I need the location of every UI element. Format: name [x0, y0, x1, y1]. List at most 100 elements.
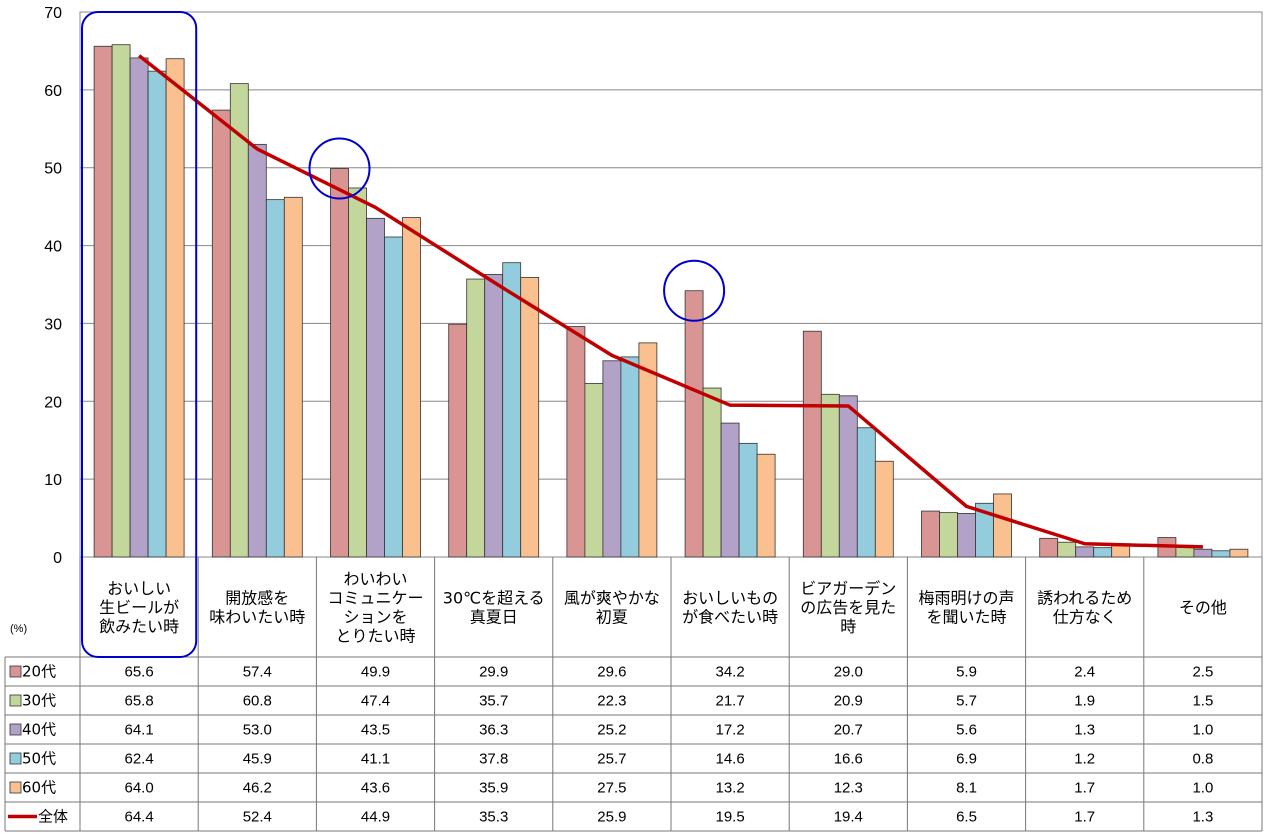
bar-20代 [566, 326, 586, 558]
data-label: 37.8 [479, 751, 508, 768]
category-label: 誘われるため [1037, 589, 1132, 608]
bar-40代 [1193, 548, 1213, 558]
highlight-circle [663, 259, 726, 322]
bar-60代 [874, 460, 894, 558]
data-label: 20.9 [834, 693, 863, 710]
bar-20代 [211, 109, 231, 558]
bar-60代 [993, 493, 1012, 558]
data-label: 25.9 [597, 809, 626, 826]
y-tick-label: 70 [44, 5, 62, 22]
data-label: 8.1 [956, 780, 977, 797]
bar-60代 [756, 453, 776, 558]
data-label: 6.5 [956, 809, 977, 826]
legend-swatch-20代 [9, 665, 22, 678]
data-label: 45.9 [243, 751, 272, 768]
legend-label: 60代 [22, 779, 56, 797]
data-label: 27.5 [597, 780, 626, 797]
bar-60代 [283, 196, 303, 558]
bar-40代 [247, 143, 267, 558]
y-tick-label: 50 [44, 161, 62, 178]
bar-60代 [402, 217, 421, 558]
bar-60代 [638, 342, 658, 558]
data-label: 0.8 [1192, 751, 1213, 768]
bar-40代 [366, 217, 385, 558]
bar-40代 [838, 395, 858, 558]
data-label: 29.0 [834, 664, 863, 681]
data-label: 22.3 [597, 693, 626, 710]
category-label: 生ビールが [99, 598, 179, 617]
data-label: 5.7 [956, 693, 977, 710]
data-label: 47.4 [361, 693, 390, 710]
bar-30代 [584, 382, 604, 558]
bar-50代 [856, 427, 876, 558]
bar-60代 [520, 277, 540, 558]
y-tick-label: 20 [44, 394, 62, 411]
data-label: 46.2 [243, 780, 272, 797]
y-tick-label: 0 [53, 550, 62, 567]
legend-label: 30代 [22, 692, 56, 710]
category-label: の広告を見た [800, 598, 896, 617]
bar-30代 [702, 387, 722, 558]
bar-40代 [484, 273, 504, 558]
line-全体 [138, 54, 1203, 549]
data-label: 2.5 [1192, 664, 1213, 681]
data-label: 1.9 [1074, 693, 1095, 710]
bar-60代 [165, 58, 185, 558]
data-label: 1.3 [1192, 809, 1213, 826]
y-tick-label: 40 [44, 239, 62, 256]
data-label: 41.1 [361, 751, 390, 768]
category-label: 開放感を [225, 589, 289, 608]
bar-40代 [129, 57, 149, 558]
category-label: コミュニケー [327, 589, 423, 608]
data-label: 35.3 [479, 809, 508, 826]
data-label: 1.7 [1074, 809, 1095, 826]
data-label: 1.7 [1074, 780, 1095, 797]
data-label: 12.3 [834, 780, 863, 797]
y-tick-label: 10 [44, 472, 62, 489]
highlight-frame [81, 11, 198, 658]
data-label: 1.0 [1192, 780, 1213, 797]
data-label: 65.6 [124, 664, 153, 681]
category-label: 真夏日 [470, 608, 518, 627]
category-label: 初夏 [596, 608, 628, 627]
data-label: 5.6 [956, 722, 977, 739]
data-label: 35.7 [479, 693, 508, 710]
category-label: ションを [343, 608, 407, 627]
bar-50代 [384, 236, 403, 558]
category-label: おいしい [107, 579, 171, 598]
legend-label: 40代 [22, 721, 56, 739]
bar-50代 [620, 356, 640, 558]
legend-swatch-60代 [9, 781, 22, 794]
data-label: 64.1 [124, 722, 153, 739]
bar-50代 [1093, 547, 1113, 558]
bar-50代 [265, 199, 285, 558]
y-tick-label: 30 [44, 316, 62, 333]
data-label: 43.5 [361, 722, 390, 739]
data-label: 49.9 [361, 664, 390, 681]
legend-swatch-40代 [9, 723, 22, 736]
bar-50代 [502, 262, 522, 558]
legend-swatch-30代 [9, 694, 22, 707]
bar-30代 [820, 393, 840, 558]
bar-30代 [466, 278, 486, 558]
data-label: 1.3 [1074, 722, 1095, 739]
bar-40代 [957, 513, 976, 558]
bar-30代 [348, 187, 367, 558]
category-label: おいしいもの [682, 589, 778, 608]
data-label: 43.6 [361, 780, 390, 797]
data-label: 53.0 [243, 722, 272, 739]
category-label: 風が爽やかな [564, 589, 660, 608]
bar-20代 [802, 330, 822, 558]
data-label: 64.0 [124, 780, 153, 797]
data-label: 21.7 [715, 693, 744, 710]
bar-20代 [448, 323, 468, 558]
bar-30代 [1057, 541, 1077, 558]
category-label: とりたい時 [335, 627, 415, 646]
bar-50代 [738, 442, 758, 558]
data-label: 14.6 [715, 751, 744, 768]
data-label: 29.9 [479, 664, 508, 681]
bar-40代 [720, 422, 740, 558]
data-label: 60.8 [243, 693, 272, 710]
data-label: 25.7 [597, 751, 626, 768]
